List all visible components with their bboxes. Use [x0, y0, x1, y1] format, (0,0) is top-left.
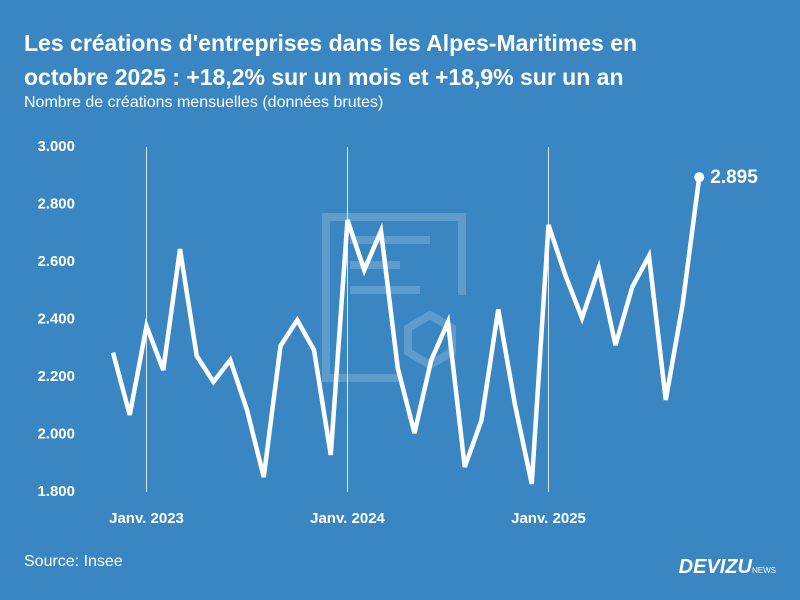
data-line [110, 176, 702, 485]
y-tick-label: 2.000 [37, 425, 75, 442]
x-tick-label: Janv. 2024 [310, 510, 385, 527]
end-marker [694, 172, 705, 183]
brand-suffix: NEWS [752, 566, 776, 575]
y-tick-label: 2.200 [37, 368, 75, 385]
data-label: 2.895 [710, 167, 758, 188]
y-tick-label: 2.800 [37, 195, 75, 212]
y-tick-label: 2.400 [37, 310, 75, 327]
x-tick-label: Janv. 2023 [109, 510, 184, 527]
y-tick-label: 2.600 [37, 253, 75, 270]
chart-title: Les créations d'entreprises dans les Alp… [24, 30, 638, 90]
brand: DEVIZUNEWS [679, 556, 776, 579]
chart-subtitle: Nombre de créations mensuelles (données … [24, 94, 384, 111]
y-tick-label: 3.000 [37, 138, 75, 155]
source: Source: Insee [24, 553, 123, 570]
y-tick-label: 1.800 [37, 483, 75, 500]
brand-name: DEVIZU [678, 556, 752, 578]
x-tick-label: Janv. 2025 [511, 510, 586, 527]
